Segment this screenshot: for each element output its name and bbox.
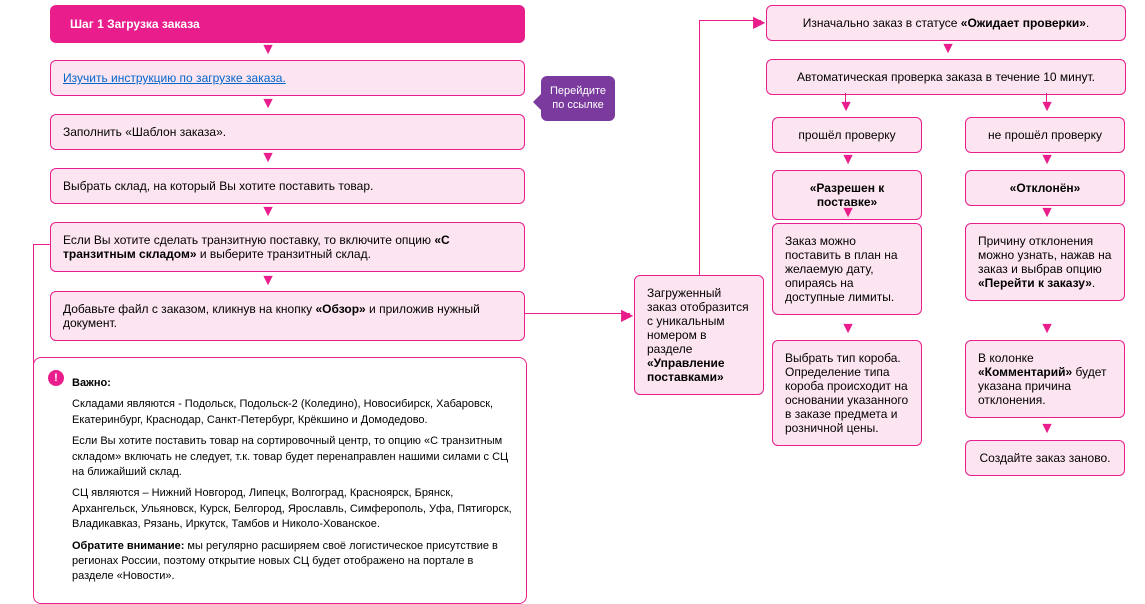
status-intro-pre: Изначально заказ в статусе (803, 16, 961, 30)
step5-bold: «Обзор» (315, 302, 365, 316)
step2-box: Заполнить «Шаблон заказа». (50, 114, 525, 150)
arrow-icon: ▼ (838, 151, 858, 169)
reject-reason-box: Причину отклонения можно узнать, нажав н… (965, 223, 1125, 301)
step5-pre: Добавьте файл с заказом, кликнув на кноп… (63, 302, 315, 316)
reject-pre: Причину отклонения можно узнать, нажав н… (978, 234, 1111, 276)
important-p4-bold: Обратите внимание: (72, 540, 184, 552)
step5-box: Добавьте файл с заказом, кликнув на кноп… (50, 291, 525, 341)
pass-box: прошёл проверку (772, 117, 922, 153)
pass-text: прошёл проверку (798, 128, 895, 142)
arrow-icon: ▶ (621, 305, 633, 325)
mid-pre: Загруженный заказ отобразится с уникальн… (647, 286, 749, 356)
arrow-icon: ▼ (258, 272, 278, 290)
comment-bold: «Комментарий» (978, 365, 1072, 379)
arrow-icon: ▼ (1037, 151, 1057, 169)
comment-pre: В колонке (978, 351, 1034, 365)
reject-bold: «Перейти к заказу» (978, 276, 1092, 290)
important-box: ! Важно: Складами являются - Подольск, П… (33, 357, 527, 604)
arrow-icon: ▼ (1037, 420, 1057, 438)
instruction-link[interactable]: Изучить инструкцию по загрузке заказа. (63, 71, 286, 85)
boxtype-text: Выбрать тип короба. Определение типа кор… (785, 351, 908, 435)
connector (525, 313, 630, 314)
important-p1: Складами являются - Подольск, Подольск-2… (72, 397, 512, 428)
arrow-icon: ▼ (1037, 320, 1057, 338)
connector (33, 244, 50, 245)
important-title: Важно: (72, 377, 111, 389)
step3-text: Выбрать склад, на который Вы хотите пост… (63, 179, 373, 193)
arrow-icon: ▼ (938, 40, 958, 58)
arrow-icon: ▼ (838, 320, 858, 338)
status-check-box: Автоматическая проверка заказа в течение… (766, 59, 1126, 95)
arrow-icon: ▼ (258, 95, 278, 113)
arrow-icon: ▼ (258, 149, 278, 167)
recreate-text: Создайте заказ заново. (980, 451, 1111, 465)
step2-text: Заполнить «Шаблон заказа». (63, 125, 226, 139)
important-p3: СЦ являются – Нижний Новгород, Липецк, В… (72, 486, 512, 532)
connector (33, 244, 34, 462)
arrow-icon: ▼ (836, 98, 856, 116)
arrow-icon: ▶ (753, 12, 765, 32)
connector (699, 20, 761, 21)
tooltip-line1: Перейдите (550, 85, 606, 97)
step4-box: Если Вы хотите сделать транзитную постав… (50, 222, 525, 272)
recreate-box: Создайте заказ заново. (965, 440, 1125, 476)
important-p2: Если Вы хотите поставить товар на сортир… (72, 434, 512, 480)
plan-box: Заказ можно поставить в план на желаемую… (772, 223, 922, 315)
step-header: Шаг 1 Загрузка заказа (50, 5, 525, 43)
important-icon: ! (48, 370, 64, 386)
arrow-icon: ▼ (1037, 98, 1057, 116)
rejected-box: «Отклонён» (965, 170, 1125, 206)
tooltip: Перейдите по ссылке (541, 76, 615, 121)
boxtype-box: Выбрать тип короба. Определение типа кор… (772, 340, 922, 446)
fail-text: не прошёл проверку (988, 128, 1102, 142)
status-intro-bold: «Ожидает проверки» (961, 16, 1086, 30)
connector (699, 20, 700, 275)
instruction-link-box[interactable]: Изучить инструкцию по загрузке заказа. (50, 60, 525, 96)
header-text: Шаг 1 Загрузка заказа (70, 17, 200, 31)
arrow-icon: ▼ (1037, 204, 1057, 222)
tooltip-line2: по ссылке (552, 99, 604, 111)
rejected-text: «Отклонён» (1010, 181, 1081, 195)
mid-box: Загруженный заказ отобразится с уникальн… (634, 275, 764, 395)
step4-post: и выберите транзитный склад. (197, 247, 371, 261)
step3-box: Выбрать склад, на который Вы хотите пост… (50, 168, 525, 204)
mid-bold: «Управление поставками» (647, 356, 725, 384)
step4-pre: Если Вы хотите сделать транзитную постав… (63, 233, 434, 247)
status-intro-box: Изначально заказ в статусе «Ожидает пров… (766, 5, 1126, 41)
comment-box: В колонке «Комментарий» будет указана пр… (965, 340, 1125, 418)
fail-box: не прошёл проверку (965, 117, 1125, 153)
plan-text: Заказ можно поставить в план на желаемую… (785, 234, 898, 304)
arrow-icon: ▼ (258, 41, 278, 59)
arrow-icon: ▼ (838, 204, 858, 222)
arrow-icon: ▼ (258, 203, 278, 221)
status-check-text: Автоматическая проверка заказа в течение… (797, 70, 1095, 84)
